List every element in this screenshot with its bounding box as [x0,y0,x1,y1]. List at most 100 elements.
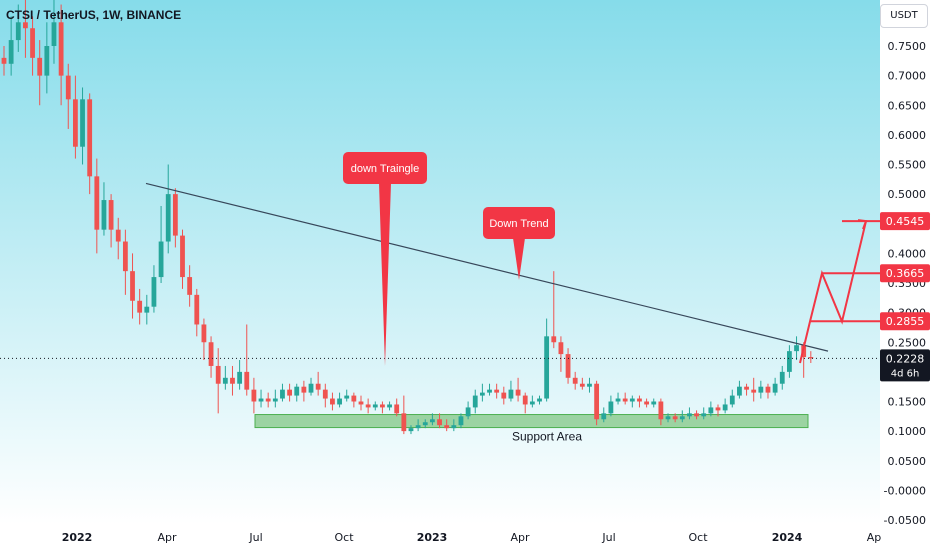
callout-box [483,207,555,239]
callout-0: down Traingle [343,152,427,366]
candle-body [679,416,685,420]
candle-body [187,277,193,295]
candle-body [80,99,85,147]
candle-body [658,401,664,420]
candle-body [8,40,14,64]
candle-body [501,392,507,399]
candle-body [365,404,371,408]
candle-body [94,176,100,230]
candle-body [772,383,778,393]
candle-body [301,386,307,393]
candle-body [579,383,585,387]
candle-body [215,365,221,384]
candle-body [294,386,300,396]
candle-body [522,395,528,405]
candle-body [687,413,692,417]
candle-body [415,425,421,429]
candle-body [208,342,214,366]
candle-body [44,46,50,76]
candle-body [337,398,342,405]
candle-body [122,241,128,272]
candle-body [158,241,164,278]
x-tick-label: Oct [334,531,354,544]
chart-background [0,0,880,524]
candle-body [201,324,207,343]
candle-body [451,425,457,429]
x-tick-label: Apr [510,531,530,544]
callout-pointer [379,183,391,366]
candle-body [51,22,57,46]
candle-body [487,389,492,393]
candle-body [23,22,28,29]
candle-body [65,75,71,100]
x-tick-label: 2022 [62,531,93,544]
x-tick-label: 2024 [772,531,803,544]
target-price-tag [880,264,930,283]
candle-body [758,386,764,393]
candle-body [144,306,150,313]
candle-body [430,419,435,423]
support-zone [254,414,809,429]
candle-body [322,389,328,399]
candle-body [172,194,178,236]
candle-body [551,336,557,343]
candle-body [408,428,414,432]
candle-body [508,389,514,399]
candle-body [787,351,792,372]
y-tick-label: 0.6500 [888,99,927,112]
candle-body [651,401,657,405]
currency-button[interactable]: USDT [880,4,928,28]
candle-body [565,354,571,378]
candle-body [137,300,143,313]
candle-body [358,401,364,405]
y-tick-label: -0.0000 [884,484,926,497]
candle-body [108,200,114,230]
chart-title: CTSI / TetherUS, 1W, BINANCE [6,8,182,22]
candle-body [422,422,428,426]
candle-body [729,395,735,405]
candle-body [608,401,614,414]
candle-body [558,342,564,355]
candle-body [258,398,264,402]
candle-body [637,398,642,402]
y-tick-label: 0.1500 [888,396,927,409]
candle-body [808,357,814,359]
callout-text: Down Trend [489,218,548,230]
candle-body [515,389,521,396]
candle-body [372,404,378,408]
candle-body [165,194,171,242]
candle-body [280,389,285,399]
target-price-text: 0.2855 [886,315,925,328]
candle-body [222,377,228,384]
candle-body [672,416,678,420]
candle-body [1,57,7,64]
candle-body [472,395,478,408]
candle-body [529,401,535,405]
candle-body [180,235,185,278]
y-tick-label: 0.2500 [888,336,927,349]
candle-body [644,401,649,405]
candle-body [708,407,714,414]
candle-body [87,99,93,177]
target-price-text: 0.4545 [886,215,925,228]
candle-body [765,386,771,393]
candle-body [458,416,464,426]
candle-body [37,57,43,76]
candle-body [330,398,335,405]
candle-body [587,383,592,387]
candle-body [665,416,671,420]
x-tick-label: Apr [157,531,177,544]
candle-body [537,398,542,402]
support-label: Support Area [512,430,582,444]
candle-body [737,386,742,396]
trendline [145,182,829,352]
candle-body [744,386,749,390]
candle-body [194,294,200,325]
x-tick-label: 2023 [417,531,448,544]
y-tick-label: 0.5500 [888,159,927,172]
candle-body [387,404,392,408]
candle-body [287,389,292,396]
y-tick-label: 0.5000 [888,188,927,201]
